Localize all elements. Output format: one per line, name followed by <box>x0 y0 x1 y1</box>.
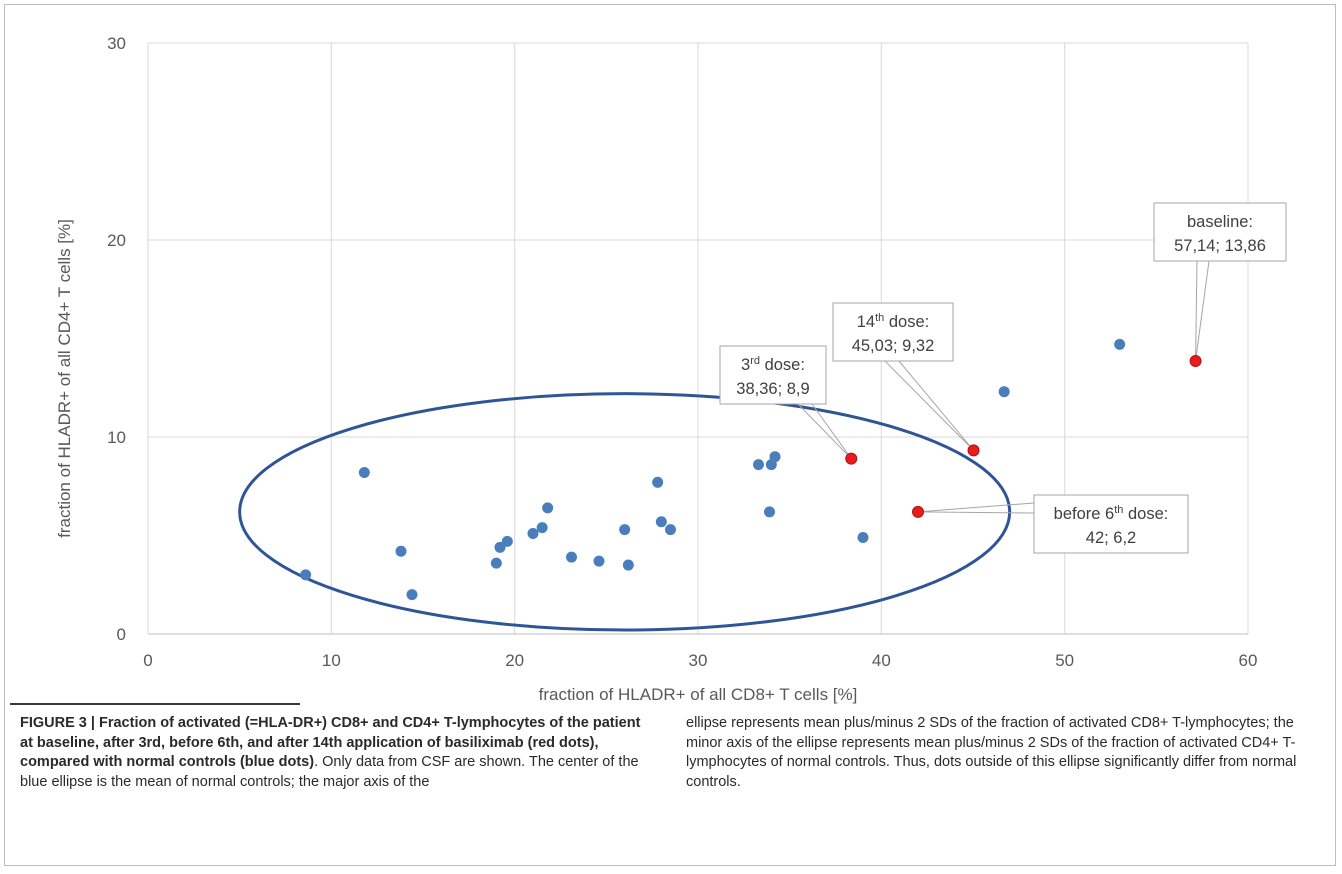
control-point <box>502 536 513 547</box>
control-point <box>542 502 553 513</box>
control-point <box>359 467 370 478</box>
callout-title: 14th dose: <box>857 312 930 331</box>
callout-leader <box>918 503 1034 512</box>
x-axis-label: fraction of HLADR+ of all CD8+ T cells [… <box>539 685 858 704</box>
control-point <box>770 451 781 462</box>
x-tick-label: 10 <box>322 651 341 670</box>
control-point <box>594 556 605 567</box>
scatter-chart: 0 10 20 30 40 50 60 0 10 20 30 fraction of HLADR+ o… <box>0 0 1342 710</box>
callout-value: 57,14; 13,86 <box>1174 237 1266 255</box>
callout-title: before 6th dose: <box>1054 504 1169 523</box>
control-point <box>753 459 764 470</box>
control-point <box>999 386 1010 397</box>
control-point <box>537 522 548 533</box>
patient-point <box>1190 355 1201 366</box>
annotation-callout: 3rd dose:38,36; 8,9 <box>720 346 851 459</box>
patient-point <box>913 506 924 517</box>
control-point <box>656 516 667 527</box>
annotation-callout: 14th dose: 45,03; 9,32 <box>833 303 974 450</box>
y-tick-label: 10 <box>107 428 126 447</box>
control-point <box>491 558 502 569</box>
y-axis-label: fraction of HLADR+ of all CD4+ T cells [… <box>55 219 74 538</box>
control-point <box>665 524 676 535</box>
control-ellipse <box>240 394 1010 630</box>
x-tick-label: 40 <box>872 651 891 670</box>
control-point <box>566 552 577 563</box>
caption-separator <box>10 703 300 705</box>
control-point <box>1114 339 1125 350</box>
control-point <box>528 528 539 539</box>
y-tick-label: 20 <box>107 231 126 250</box>
callout-value: 42; 6,2 <box>1086 529 1136 547</box>
caption-body-right: ellipse represents mean plus/minus 2 SDs… <box>686 715 1296 790</box>
x-tick-label: 0 <box>143 651 152 670</box>
control-point <box>764 506 775 517</box>
patient-point <box>846 453 857 464</box>
callout-title: baseline: <box>1187 213 1253 231</box>
callout-leader <box>1196 261 1209 361</box>
x-tick-label: 60 <box>1239 651 1258 670</box>
y-tick-label: 30 <box>107 34 126 53</box>
control-point <box>623 560 634 571</box>
callout-leader <box>918 512 1034 513</box>
control-point <box>407 589 418 600</box>
control-point <box>300 569 311 580</box>
control-point <box>619 524 630 535</box>
callout-value: 45,03; 9,32 <box>852 337 935 355</box>
callout-value: 38,36; 8,9 <box>736 380 809 398</box>
x-tick-label: 20 <box>505 651 524 670</box>
caption-left-column: FIGURE 3 | Fraction of activated (=HLA-D… <box>20 714 654 864</box>
patient-point <box>968 445 979 456</box>
control-point <box>396 546 407 557</box>
callout-leader <box>1196 261 1197 361</box>
annotation-callout: baseline: 57,14; 13,86 <box>1154 203 1286 361</box>
y-tick-label: 0 <box>117 625 126 644</box>
caption-right-column: ellipse represents mean plus/minus 2 SDs… <box>686 714 1320 864</box>
annotation-callout: before 6th dose: 42; 6,2 <box>918 495 1188 553</box>
control-point <box>652 477 663 488</box>
x-tick-label: 30 <box>689 651 708 670</box>
control-point <box>858 532 869 543</box>
x-tick-label: 50 <box>1055 651 1074 670</box>
figure-caption: FIGURE 3 | Fraction of activated (=HLA-D… <box>20 714 1320 864</box>
